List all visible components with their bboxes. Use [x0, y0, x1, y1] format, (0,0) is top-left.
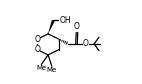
Text: O: O — [83, 39, 88, 48]
Text: O: O — [34, 45, 40, 54]
Text: Me: Me — [36, 65, 46, 71]
Text: Me: Me — [47, 67, 57, 73]
Text: OH: OH — [59, 16, 71, 25]
Text: O: O — [74, 22, 80, 31]
Text: O: O — [34, 35, 40, 44]
Polygon shape — [48, 20, 55, 34]
